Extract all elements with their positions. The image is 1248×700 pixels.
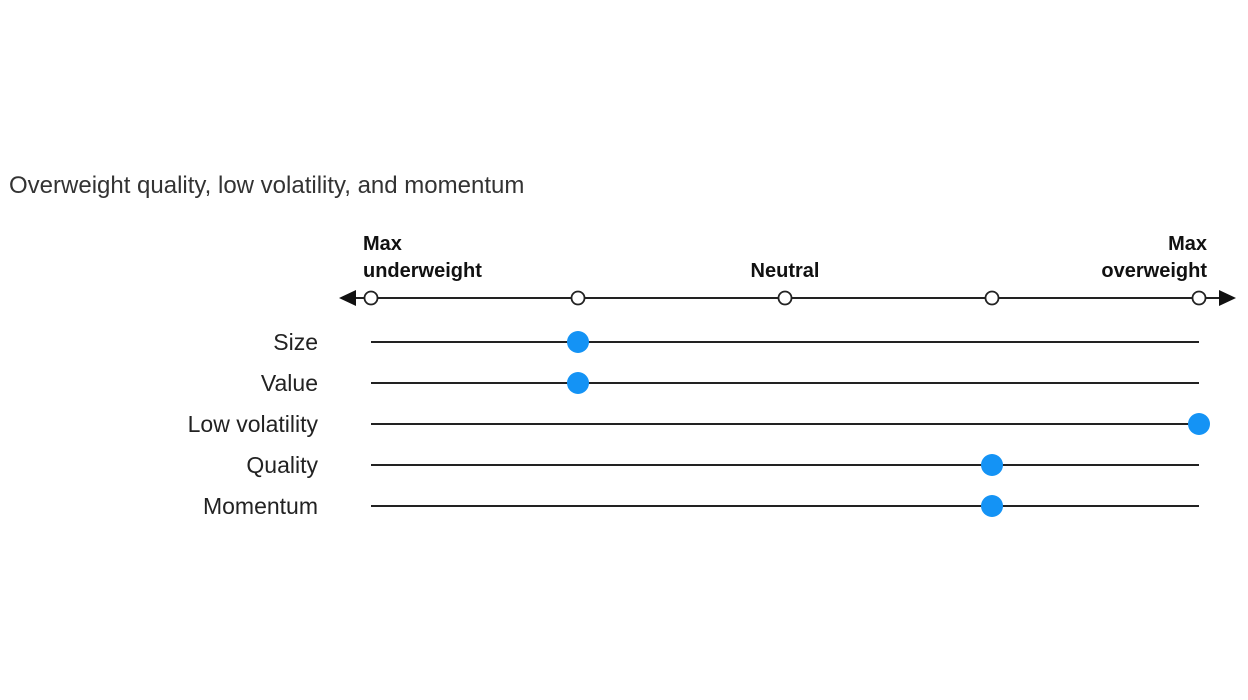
row-label-momentum: Momentum xyxy=(203,493,318,519)
row-label-value: Value xyxy=(261,370,318,396)
scale-label-0-line-0: Max xyxy=(363,233,402,255)
left-arrow-icon xyxy=(339,290,356,306)
scale-axis xyxy=(339,290,1236,306)
axis-tick-2 xyxy=(777,290,793,306)
row-marker-quality xyxy=(981,454,1003,476)
factor-rows: Size Value Low volatility Quality Momentum xyxy=(188,329,1210,519)
axis-tick-3 xyxy=(984,290,1000,306)
row-label-size: Size xyxy=(273,329,318,355)
scale-label-2-line-1: overweight xyxy=(1101,260,1207,282)
axis-tick-4 xyxy=(1191,290,1207,306)
row-marker-low-volatility xyxy=(1188,413,1210,435)
scale-label-1-line-0: Neutral xyxy=(751,260,820,282)
axis-ticks xyxy=(363,290,1207,306)
axis-tick-1 xyxy=(570,290,586,306)
right-arrow-icon xyxy=(1219,290,1236,306)
row-marker-value xyxy=(567,372,589,394)
chart-title: Overweight quality, low volatility, and … xyxy=(9,172,524,199)
axis-tick-0 xyxy=(363,290,379,306)
row-label-quality: Quality xyxy=(246,452,318,478)
scale-label-0-line-1: underweight xyxy=(363,260,482,282)
scale-labels: Max underweight Neutral Max overweight xyxy=(363,233,1207,282)
row-marker-momentum xyxy=(981,495,1003,517)
scale-label-2-line-0: Max xyxy=(1168,233,1207,255)
row-label-low-volatility: Low volatility xyxy=(188,411,319,437)
row-marker-size xyxy=(567,331,589,353)
